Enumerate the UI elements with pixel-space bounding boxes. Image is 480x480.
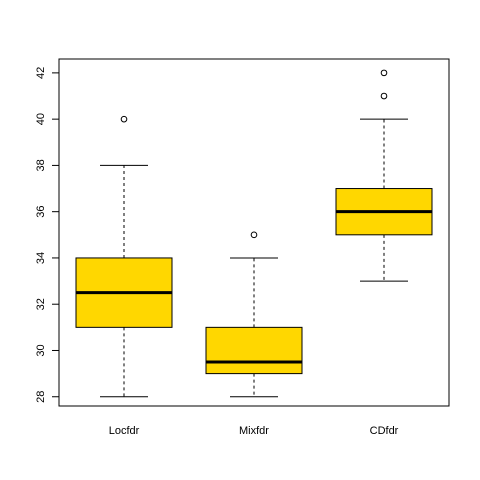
x-tick-label: Locfdr (109, 425, 140, 437)
outlier-point (120, 115, 128, 123)
y-tick-label: 40 (35, 113, 47, 125)
y-tick-label: 34 (35, 252, 47, 264)
y-tick-label: 32 (35, 298, 47, 310)
outlier-point (380, 92, 388, 100)
box-group (335, 69, 433, 282)
y-tick-label: 38 (35, 159, 47, 171)
x-axis: Locfdr Mixfdr CDfdr (109, 425, 399, 437)
y-tick-label: 36 (35, 206, 47, 218)
x-tick-label: Mixfdr (239, 425, 269, 437)
y-tick-label: 42 (35, 67, 47, 79)
y-tick-label: 30 (35, 344, 47, 356)
outlier-point (380, 69, 388, 77)
x-tick-label: CDfdr (370, 425, 399, 437)
y-axis: 28 30 32 34 36 38 40 42 (35, 67, 60, 403)
y-tick-label: 28 (35, 391, 47, 403)
boxes (75, 69, 433, 398)
outlier-point (250, 231, 258, 239)
box-group (75, 115, 173, 398)
iqr-box (205, 326, 303, 375)
box-group (205, 231, 303, 398)
